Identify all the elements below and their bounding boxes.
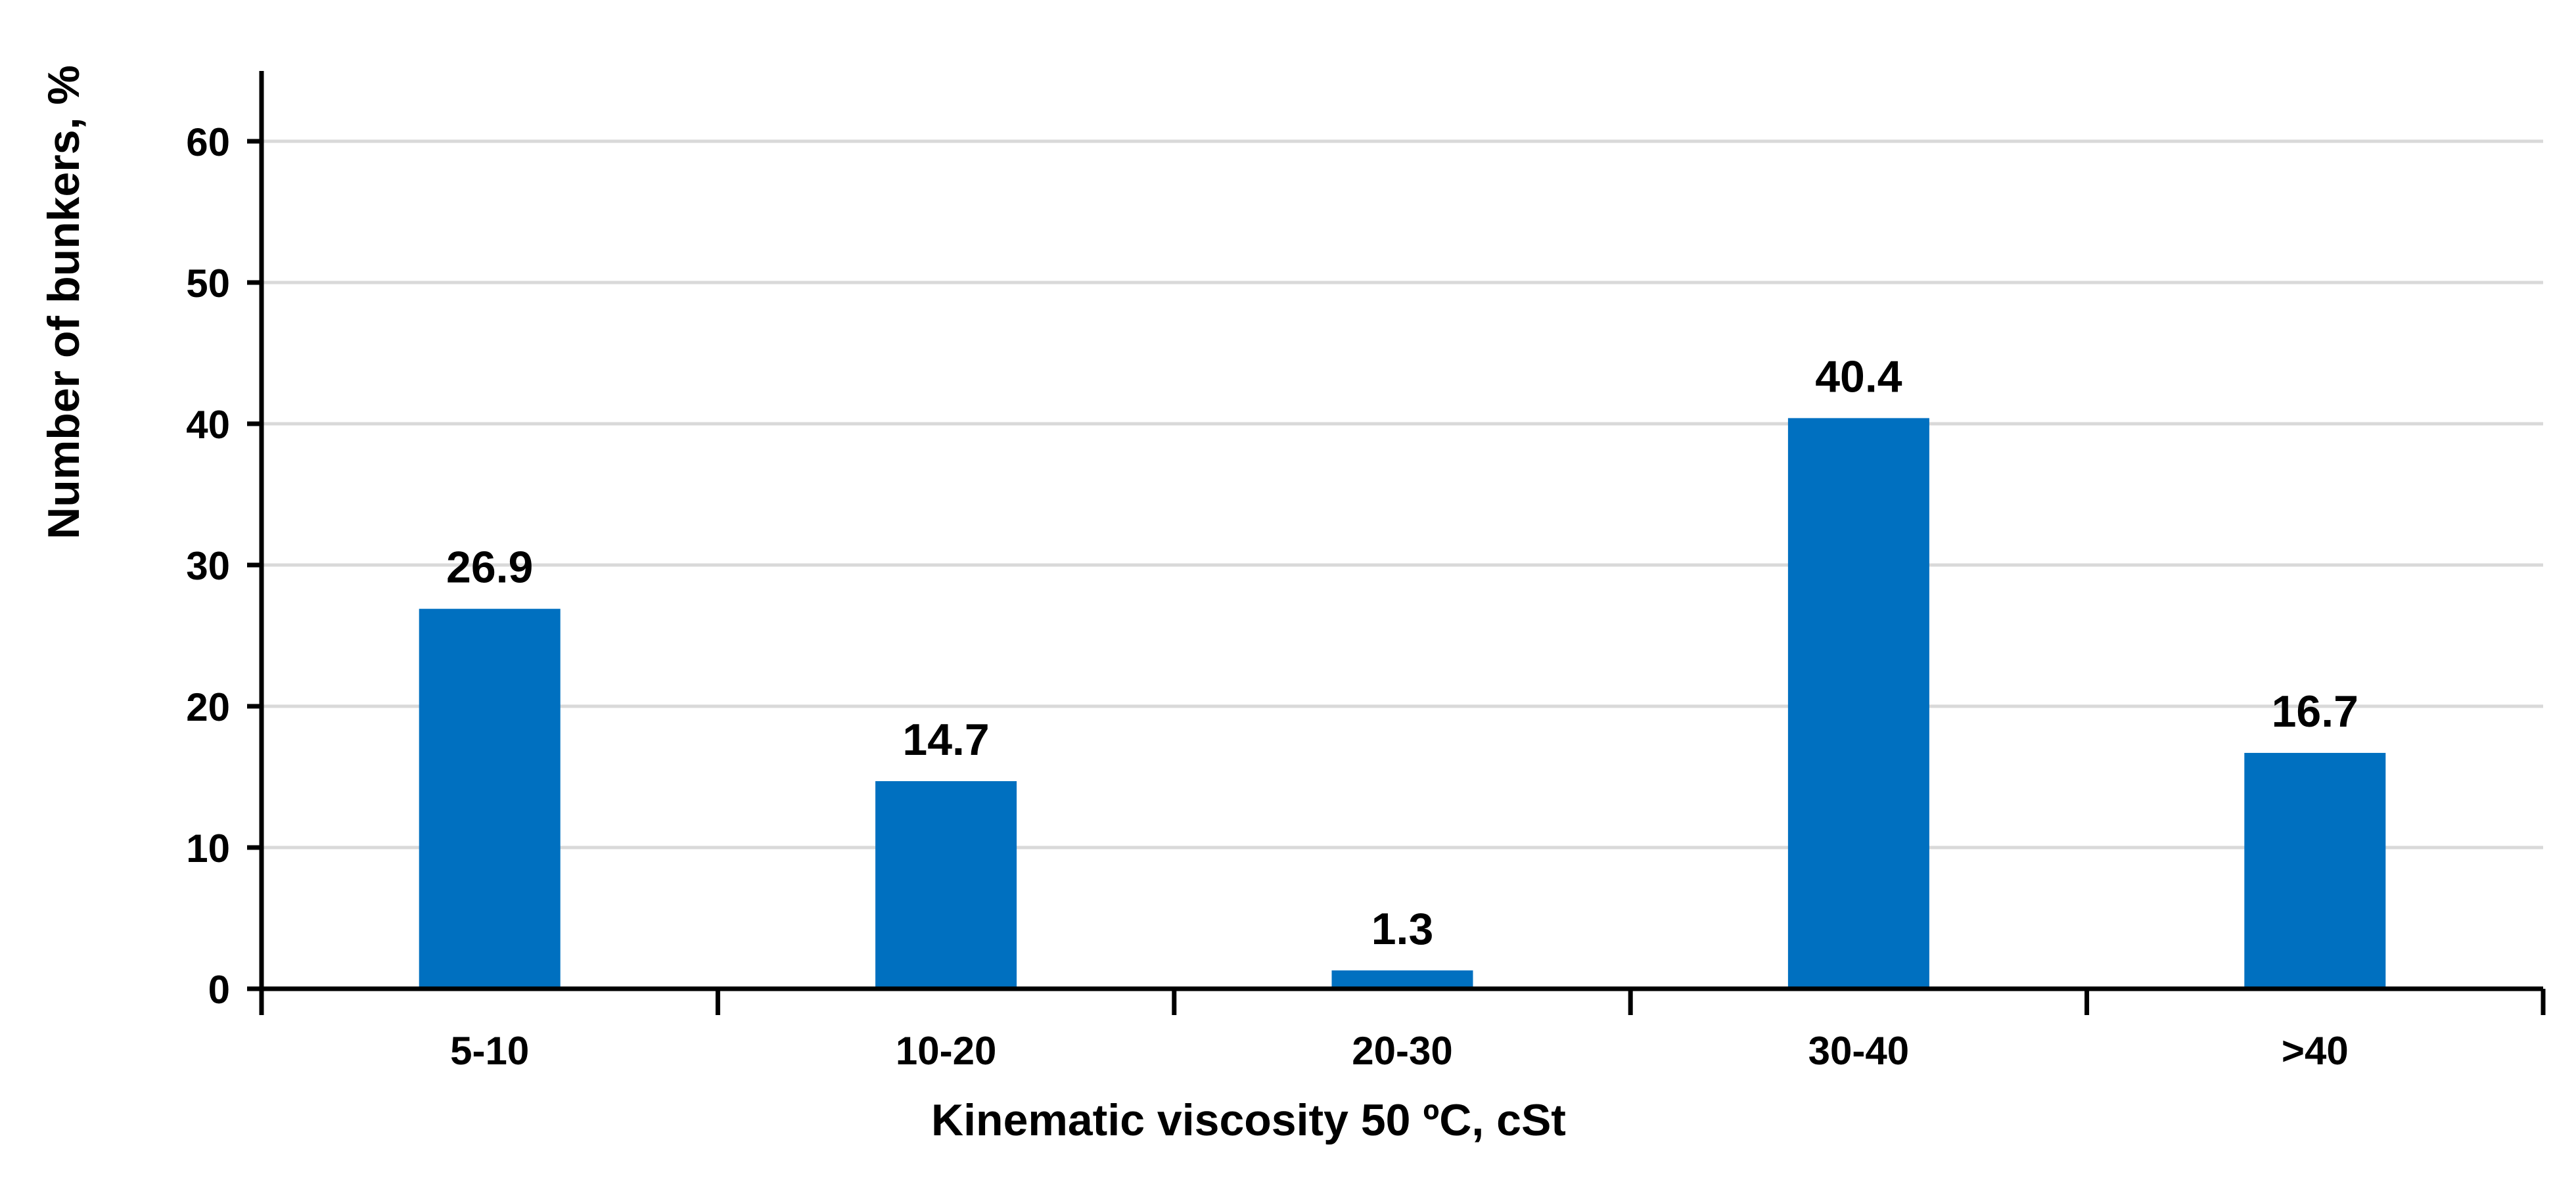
- data-label: 16.7: [2272, 687, 2358, 736]
- bar-10-20: [875, 781, 1017, 989]
- bar-30-40: [1787, 418, 1929, 989]
- axes: [247, 71, 2546, 1015]
- gridlines: [262, 139, 2543, 850]
- x-tick-label: >40: [2282, 1029, 2349, 1073]
- x-tick-label: 5-10: [450, 1029, 529, 1073]
- x-tick-label: 30-40: [1808, 1029, 1909, 1073]
- y-axis-title: Number of bunkers, %: [39, 65, 89, 539]
- labels: 26.9 14.7 1.3 40.4 16.7 0 10 20 30 40 50 60 5-10 10-2…: [186, 120, 2358, 1073]
- data-label: 1.3: [1371, 904, 1434, 954]
- bars: [419, 418, 2386, 989]
- y-tick-label: 0: [208, 968, 230, 1012]
- y-tick-label: 40: [186, 403, 230, 447]
- data-label: 26.9: [446, 543, 533, 593]
- x-tick-label: 10-20: [896, 1029, 996, 1073]
- y-tick-label: 10: [186, 827, 230, 871]
- y-tick-label: 20: [186, 685, 230, 729]
- y-tick-label: 50: [186, 261, 230, 306]
- data-label: 40.4: [1815, 351, 1902, 401]
- x-axis-title: Kinematic viscosity 50 ºC, cSt: [931, 1095, 1566, 1145]
- bar->40: [2244, 752, 2386, 989]
- y-tick-label: 60: [186, 120, 230, 164]
- bar-5-10: [419, 608, 561, 989]
- x-tick-label: 20-30: [1352, 1029, 1452, 1073]
- data-label: 14.7: [902, 715, 989, 765]
- y-tick-label: 30: [186, 544, 230, 588]
- bar-20-30: [1331, 970, 1473, 989]
